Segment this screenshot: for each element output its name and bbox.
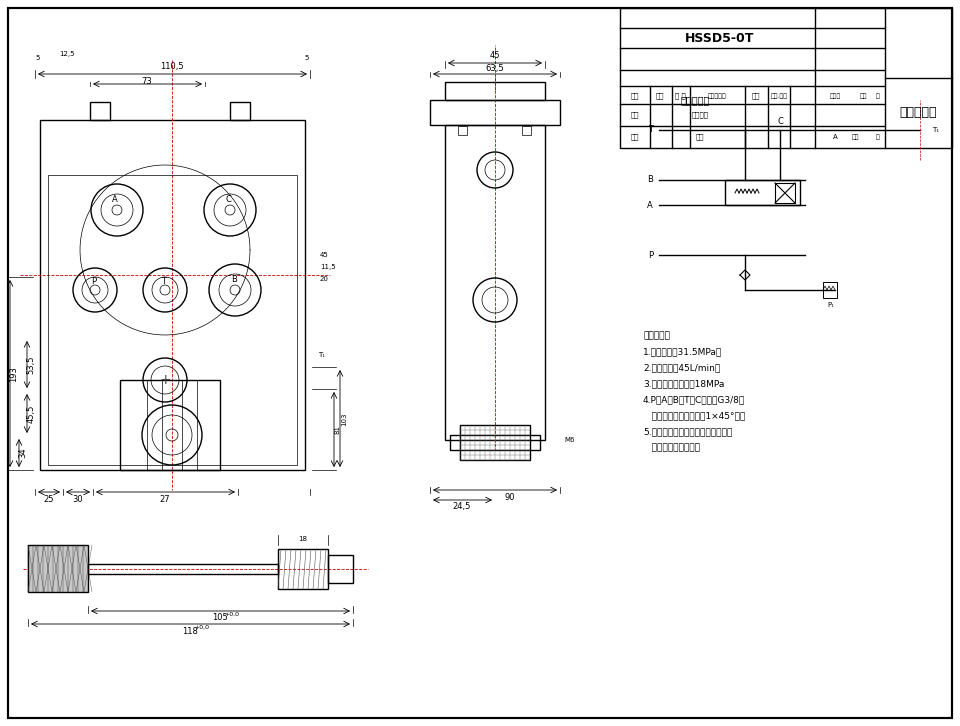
Text: C: C bbox=[225, 195, 231, 205]
Text: 制图: 制图 bbox=[631, 93, 639, 99]
Text: T₁: T₁ bbox=[932, 127, 939, 133]
Text: 110,5: 110,5 bbox=[160, 62, 183, 71]
Text: P: P bbox=[91, 277, 97, 287]
Text: 5: 5 bbox=[36, 55, 40, 61]
Text: 图号: 图号 bbox=[696, 134, 705, 140]
Text: A: A bbox=[112, 195, 118, 205]
Text: +: + bbox=[159, 373, 171, 387]
Text: 1.额定压力：31.5MPa；: 1.额定压力：31.5MPa； bbox=[643, 348, 722, 356]
Text: 118: 118 bbox=[182, 627, 198, 635]
Text: 4.P、A、B、T、C口径为G3/8，: 4.P、A、B、T、C口径为G3/8， bbox=[643, 396, 745, 404]
Text: 5.题头表面处理：表面际层除锈外，: 5.题头表面处理：表面际层除锈外， bbox=[643, 428, 732, 436]
Bar bbox=[430, 100, 560, 125]
Text: 73: 73 bbox=[142, 76, 153, 86]
Text: A: A bbox=[647, 200, 653, 210]
Text: 标准化审查: 标准化审查 bbox=[708, 93, 727, 99]
Text: 文件版次: 文件版次 bbox=[691, 112, 708, 118]
Text: T: T bbox=[648, 126, 653, 134]
Text: 11,5: 11,5 bbox=[320, 264, 336, 270]
Text: 12,5: 12,5 bbox=[60, 51, 75, 57]
Bar bbox=[230, 102, 250, 120]
Bar bbox=[725, 180, 800, 205]
Text: A: A bbox=[832, 134, 837, 140]
Text: B: B bbox=[231, 275, 237, 285]
Bar bbox=[450, 435, 540, 450]
Bar bbox=[445, 125, 545, 440]
Bar bbox=[458, 126, 467, 135]
Text: 20: 20 bbox=[320, 276, 329, 282]
Text: C: C bbox=[777, 118, 783, 126]
Text: +0,0: +0,0 bbox=[195, 624, 209, 629]
Text: P: P bbox=[648, 250, 653, 259]
Text: 105: 105 bbox=[212, 613, 228, 622]
Bar bbox=[88, 564, 278, 574]
Bar bbox=[120, 380, 220, 470]
Bar bbox=[775, 183, 795, 203]
Text: 设计: 设计 bbox=[631, 112, 639, 118]
Text: 25: 25 bbox=[44, 494, 55, 504]
Text: 连接端面密封孔口倒觓1×45°角。: 连接端面密封孔口倒觓1×45°角。 bbox=[643, 412, 745, 420]
Text: 液压原理图: 液压原理图 bbox=[681, 95, 709, 105]
Text: M6: M6 bbox=[564, 437, 574, 443]
Text: T₁: T₁ bbox=[318, 352, 325, 358]
Text: 批次号: 批次号 bbox=[829, 93, 841, 99]
Bar bbox=[522, 126, 531, 135]
Text: 193: 193 bbox=[10, 366, 18, 382]
Text: 45,5: 45,5 bbox=[27, 405, 36, 423]
Text: 45: 45 bbox=[490, 52, 500, 60]
Text: 5: 5 bbox=[305, 55, 309, 61]
Text: 18: 18 bbox=[299, 536, 307, 542]
Text: 90: 90 bbox=[505, 492, 516, 502]
Text: 单: 单 bbox=[876, 93, 880, 99]
Bar bbox=[620, 8, 952, 148]
Text: 63,5: 63,5 bbox=[486, 63, 504, 73]
Bar bbox=[445, 82, 545, 100]
Text: 文字底色为白本色。: 文字底色为白本色。 bbox=[643, 444, 700, 452]
Text: HSSD5-0T: HSSD5-0T bbox=[685, 31, 755, 44]
Text: 3.安全阀调定压力：18MPa: 3.安全阀调定压力：18MPa bbox=[643, 380, 725, 388]
Text: 批 准: 批 准 bbox=[675, 93, 685, 99]
Bar bbox=[90, 102, 110, 120]
Text: 审核: 审核 bbox=[656, 93, 664, 99]
Text: 53,5: 53,5 bbox=[27, 356, 36, 374]
Bar bbox=[40, 120, 305, 470]
Text: 一联多路阀: 一联多路阀 bbox=[900, 107, 937, 120]
Text: 件数.共几: 件数.共几 bbox=[771, 93, 787, 99]
Text: 24,5: 24,5 bbox=[453, 502, 471, 512]
Text: 45: 45 bbox=[320, 252, 328, 258]
Bar bbox=[328, 555, 353, 583]
Bar bbox=[28, 545, 88, 592]
Text: 日期: 日期 bbox=[752, 93, 760, 99]
Text: +0,0: +0,0 bbox=[225, 611, 239, 616]
Text: 更改: 更改 bbox=[859, 93, 867, 99]
Text: T: T bbox=[161, 277, 166, 287]
Text: P₁: P₁ bbox=[828, 302, 834, 308]
Bar bbox=[823, 282, 837, 298]
Text: B: B bbox=[647, 176, 653, 184]
Text: 30: 30 bbox=[73, 494, 84, 504]
Text: 34: 34 bbox=[18, 448, 28, 458]
Bar bbox=[278, 549, 328, 589]
Text: 共页: 共页 bbox=[852, 134, 859, 140]
Text: 工艺: 工艺 bbox=[631, 134, 639, 140]
Text: 81: 81 bbox=[335, 425, 341, 434]
Bar bbox=[48, 175, 297, 465]
Text: 第: 第 bbox=[876, 134, 880, 140]
Text: 103: 103 bbox=[341, 412, 347, 425]
Text: 27: 27 bbox=[159, 494, 170, 504]
Bar bbox=[460, 425, 530, 460]
Text: 技术参数：: 技术参数： bbox=[643, 332, 670, 340]
Text: 2.额定流量：45L/min；: 2.额定流量：45L/min； bbox=[643, 364, 720, 372]
